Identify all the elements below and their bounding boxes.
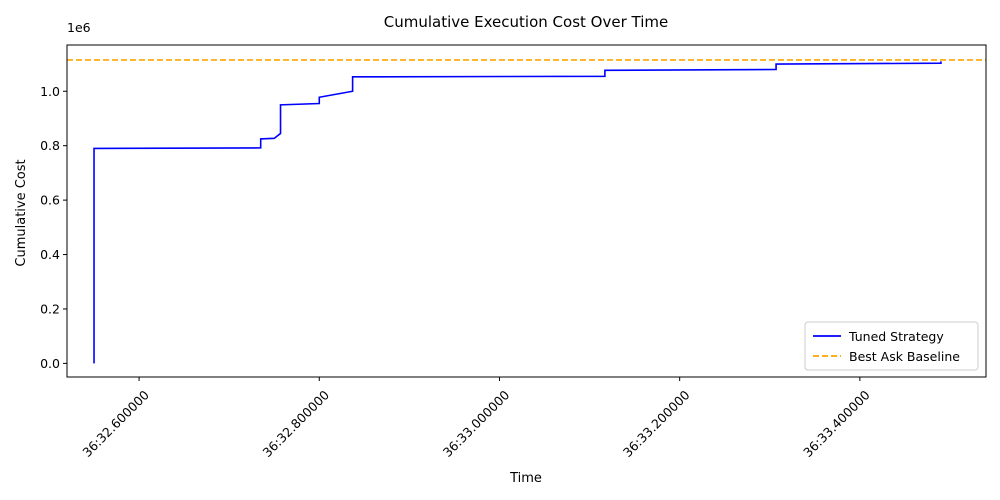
y-offset-text: 1e6 — [67, 20, 91, 35]
axes-frame — [66, 44, 987, 378]
y-tick-label: 0.4 — [40, 247, 60, 262]
legend: Tuned Strategy Best Ask Baseline — [804, 321, 979, 371]
chart-title: Cumulative Execution Cost Over Time — [384, 13, 668, 31]
x-axis-label: Time — [509, 471, 542, 486]
series-line-tuned-strategy — [93, 61, 942, 364]
y-tick-label: 0.6 — [40, 193, 60, 208]
plot-area — [67, 59, 986, 364]
legend-frame — [804, 321, 979, 371]
y-tick-label: 0.2 — [40, 301, 60, 316]
legend-label-best-ask-baseline: Best Ask Baseline — [849, 349, 960, 364]
y-tick-label: 0.8 — [40, 138, 60, 153]
y-axis-label: Cumulative Cost — [14, 159, 29, 266]
y-tick-label: 0.0 — [40, 356, 60, 371]
y-tick-label: 1.0 — [40, 84, 60, 99]
legend-label-tuned-strategy: Tuned Strategy — [848, 329, 944, 344]
